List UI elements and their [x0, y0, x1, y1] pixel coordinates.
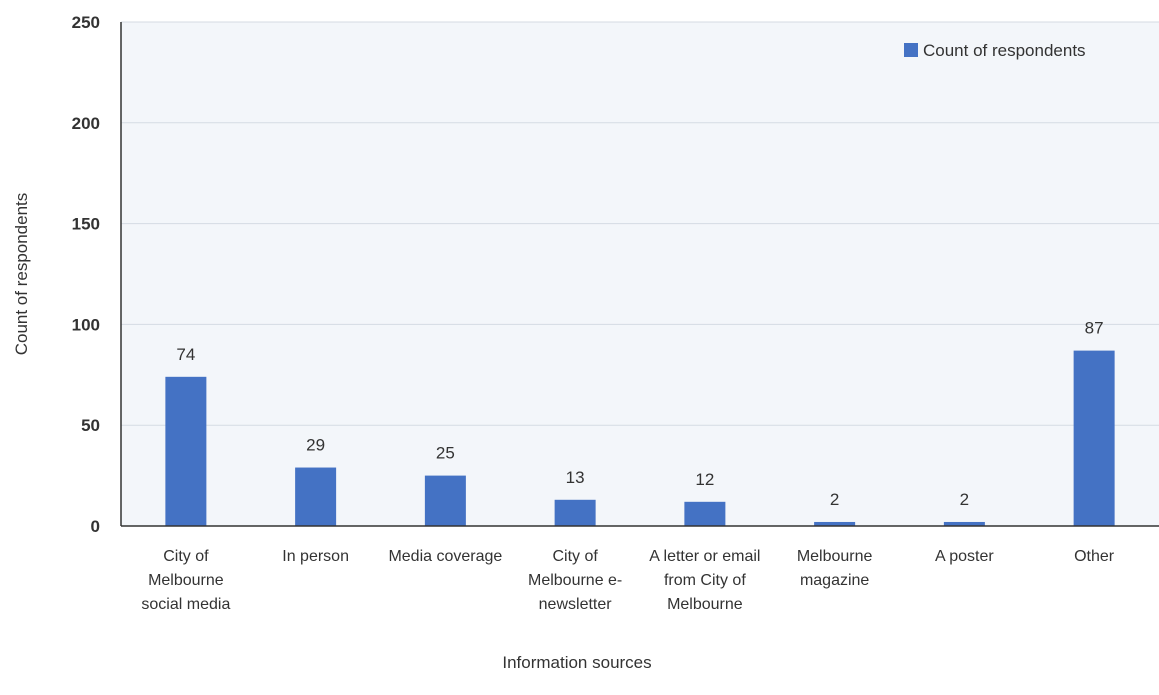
data-label: 2: [960, 490, 969, 509]
y-tick-labels: 0 50 100 150 200 250: [72, 13, 100, 536]
x-tick-label: A poster: [935, 548, 994, 565]
bar: [295, 467, 337, 526]
data-label: 74: [176, 345, 195, 364]
x-tick-label: Other: [1074, 548, 1115, 565]
data-label: 29: [306, 436, 325, 455]
x-tick-label: A letter or email from City of Melbourne: [649, 548, 760, 613]
x-tick-labels: City of Melbourne social media In person Med…: [141, 548, 1114, 613]
x-tick-label: City of Melbourne e-newsletter: [528, 548, 622, 613]
data-labels: 74 29 25 13 12 2 2 87: [176, 319, 1103, 509]
data-label: 25: [436, 444, 455, 463]
legend-label: Count of respondents: [923, 41, 1086, 60]
x-tick-label: In person: [282, 548, 349, 565]
bar: [943, 521, 985, 526]
bar: [814, 521, 856, 526]
y-tick-label: 250: [72, 13, 100, 32]
bar: [1073, 350, 1115, 526]
x-axis-title: Information sources: [502, 653, 651, 672]
x-tick-label: Melbourne magazine: [797, 548, 873, 589]
y-tick-label: 0: [91, 517, 100, 536]
bar: [165, 376, 207, 526]
y-tick-label: 200: [72, 114, 100, 133]
data-label: 2: [830, 490, 839, 509]
plot-area: [121, 22, 1159, 526]
bar: [424, 475, 466, 526]
y-axis-title: Count of respondents: [12, 193, 31, 356]
data-label: 12: [695, 470, 714, 489]
bar: [554, 499, 596, 526]
gridlines: [121, 21, 1159, 426]
legend-swatch: [904, 43, 918, 57]
y-tick-label: 150: [72, 215, 100, 234]
data-label: 87: [1085, 319, 1104, 338]
bar: [684, 501, 726, 526]
bars: [165, 350, 1115, 526]
y-tick-label: 50: [81, 416, 100, 435]
y-tick-label: 100: [72, 315, 100, 334]
data-label: 13: [566, 468, 585, 487]
x-tick-label: City of Melbourne social media: [141, 548, 230, 613]
x-tick-label: Media coverage: [388, 548, 502, 565]
legend: Count of respondents: [904, 41, 1086, 60]
